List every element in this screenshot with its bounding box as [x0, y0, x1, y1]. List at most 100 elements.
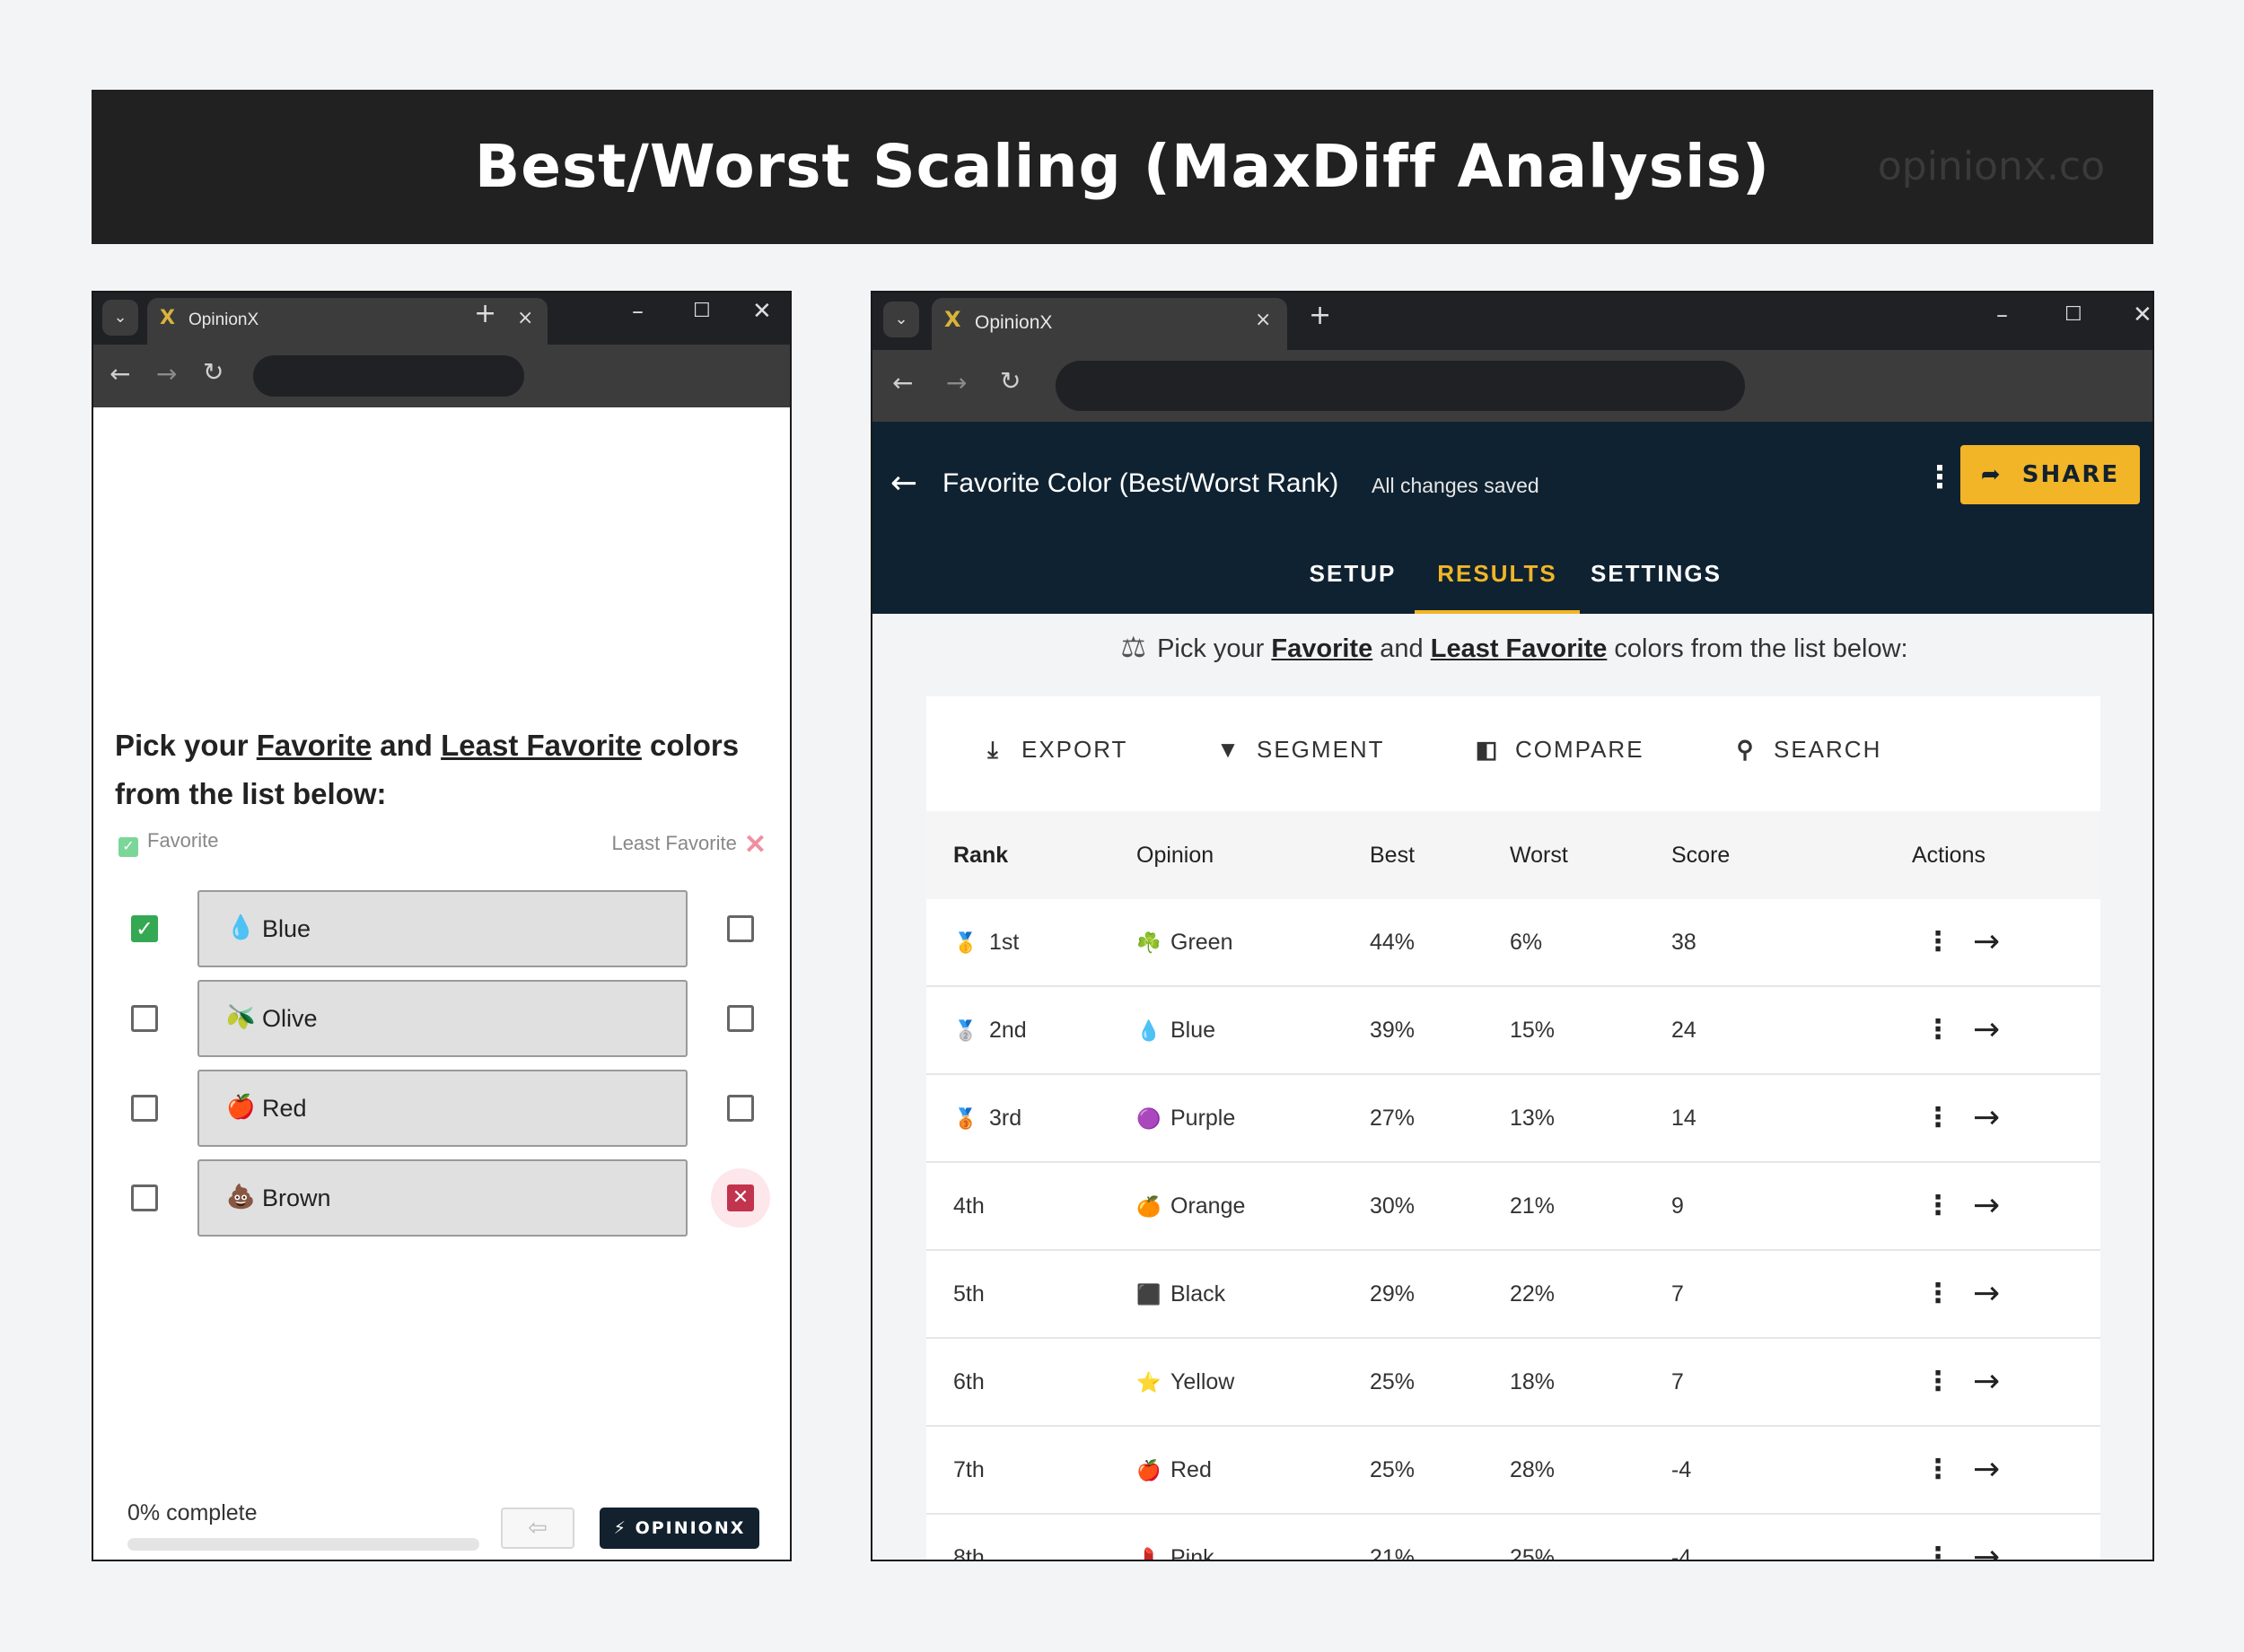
table-row[interactable]: 🥈 2nd 💧 Blue 39% 15% 24 ⋮ →: [926, 987, 2100, 1075]
row-more-options-icon[interactable]: ⋮: [1924, 926, 1951, 957]
row-more-options-icon[interactable]: ⋮: [1924, 1190, 1951, 1221]
address-bar[interactable]: [1056, 361, 1745, 411]
option-button[interactable]: 💩 Brown: [197, 1159, 688, 1237]
favorite-checkbox[interactable]: [131, 1005, 158, 1032]
favorite-checkbox[interactable]: [131, 1095, 158, 1122]
opinionx-brand-button[interactable]: ⚡ OPINIONX: [600, 1508, 759, 1549]
reload-icon[interactable]: ↻: [203, 357, 224, 387]
least-favorite-legend: Least Favorite ✕: [611, 829, 767, 861]
worst-cell: 21%: [1510, 1193, 1556, 1219]
opinion-label: Green: [1170, 930, 1233, 955]
column-header-best[interactable]: Best: [1370, 843, 1416, 868]
row-more-options-icon[interactable]: ⋮: [1924, 1102, 1951, 1133]
option-button[interactable]: 🫒 Olive: [197, 980, 688, 1057]
app-header: ← Favorite Color (Best/Worst Rank) All c…: [872, 422, 2152, 614]
tab-title: OpinionX: [188, 310, 259, 329]
close-window-button[interactable]: ✕: [2133, 302, 2152, 328]
compare-label: COMPARE: [1515, 736, 1644, 763]
row-open-arrow-icon[interactable]: →: [1973, 1187, 2001, 1224]
close-window-button[interactable]: ✕: [752, 298, 772, 325]
column-header-score[interactable]: Score: [1671, 843, 1731, 868]
close-tab-icon[interactable]: ×: [1255, 309, 1272, 331]
column-header-worst[interactable]: Worst: [1510, 843, 1568, 868]
tab-strip: ⌄ X OpinionX × + – ☐ ✕: [93, 293, 790, 345]
table-row[interactable]: 8th 💄 Pink 21% 25% -4 ⋮ →: [926, 1515, 2100, 1561]
favorite-checkbox[interactable]: ✓: [131, 915, 158, 942]
worst-cell: 18%: [1510, 1369, 1556, 1394]
row-open-arrow-icon[interactable]: →: [1973, 1275, 2001, 1312]
table-row[interactable]: 5th ⬛ Black 29% 22% 7 ⋮ →: [926, 1251, 2100, 1339]
option-row: 🫒 Olive: [93, 978, 790, 1059]
export-button[interactable]: ⤓ EXPORT: [980, 736, 1127, 765]
new-tab-button[interactable]: +: [474, 298, 497, 329]
minimize-button[interactable]: –: [1996, 302, 2008, 328]
tab-search-button[interactable]: ⌄: [883, 302, 919, 337]
row-more-options-icon[interactable]: ⋮: [1924, 1014, 1951, 1045]
column-header-actions: Actions: [1912, 843, 1985, 868]
row-more-options-icon[interactable]: ⋮: [1924, 1454, 1951, 1485]
favorite-legend-label: Favorite: [147, 829, 219, 852]
back-arrow-icon[interactable]: ←: [110, 359, 131, 389]
opinion-icon: 🍎: [1136, 1459, 1161, 1482]
segment-button[interactable]: ▼ SEGMENT: [1215, 736, 1385, 764]
row-more-options-icon[interactable]: ⋮: [1924, 1542, 1951, 1561]
least-favorite-checkbox[interactable]: [727, 1005, 754, 1032]
maximize-button[interactable]: ☐: [2064, 303, 2082, 326]
reload-icon[interactable]: ↻: [1000, 366, 1021, 396]
column-header-rank[interactable]: Rank: [953, 843, 1009, 868]
close-tab-icon[interactable]: ×: [517, 307, 534, 329]
favorite-checkbox[interactable]: [131, 1184, 158, 1211]
tab-results[interactable]: RESULTS: [1415, 553, 1580, 614]
maximize-button[interactable]: ☐: [693, 300, 711, 322]
browser-tab[interactable]: X OpinionX ×: [147, 298, 548, 345]
forward-arrow-icon[interactable]: →: [946, 368, 968, 398]
new-tab-button[interactable]: +: [1309, 300, 1332, 331]
tab-settings[interactable]: SETTINGS: [1590, 560, 1722, 587]
table-row[interactable]: 4th 🍊 Orange 30% 21% 9 ⋮ →: [926, 1163, 2100, 1251]
medal-icon: 🥉: [953, 1107, 978, 1130]
least-favorite-checkbox[interactable]: ✕: [727, 1184, 754, 1211]
table-row[interactable]: 6th ⭐ Yellow 25% 18% 7 ⋮ →: [926, 1339, 2100, 1427]
option-row: 🍎 Red: [93, 1068, 790, 1149]
row-open-arrow-icon[interactable]: →: [1973, 1099, 2001, 1136]
option-button[interactable]: 🍎 Red: [197, 1070, 688, 1147]
option-button[interactable]: 💧 Blue: [197, 890, 688, 967]
row-open-arrow-icon[interactable]: →: [1973, 1451, 2001, 1488]
compare-button[interactable]: ◧ COMPARE: [1474, 736, 1644, 764]
least-favorite-checkbox[interactable]: [727, 915, 754, 942]
row-open-arrow-icon[interactable]: →: [1973, 923, 2001, 960]
browser-tab[interactable]: X OpinionX ×: [932, 298, 1287, 350]
score-cell: 38: [1671, 930, 1696, 955]
row-open-arrow-icon[interactable]: →: [1973, 1539, 2001, 1561]
share-arrow-icon: ➦: [1980, 461, 2003, 488]
previous-button[interactable]: ⇦: [501, 1508, 574, 1549]
table-row[interactable]: 🥇 1st ☘️ Green 44% 6% 38 ⋮ →: [926, 899, 2100, 987]
opinion-label: Purple: [1170, 1106, 1236, 1131]
opinion-cell: 🟣 Purple: [1136, 1075, 1235, 1162]
share-button[interactable]: ➦ SHARE: [1960, 445, 2140, 504]
minimize-button[interactable]: –: [632, 298, 644, 325]
row-more-options-icon[interactable]: ⋮: [1924, 1278, 1951, 1309]
search-button[interactable]: ⚲ SEARCH: [1732, 736, 1881, 764]
forward-arrow-icon[interactable]: →: [156, 359, 178, 389]
address-bar[interactable]: [253, 355, 524, 397]
back-arrow-icon[interactable]: ←: [890, 465, 918, 502]
row-open-arrow-icon[interactable]: →: [1973, 1363, 2001, 1400]
table-row[interactable]: 🥉 3rd 🟣 Purple 27% 13% 14 ⋮ →: [926, 1075, 2100, 1163]
tab-setup[interactable]: SETUP: [1309, 560, 1397, 587]
tab-search-button[interactable]: ⌄: [102, 300, 138, 336]
more-options-icon[interactable]: ⋮: [1924, 459, 1955, 495]
browser-toolbar: ← → ↻: [93, 345, 790, 407]
survey-title: Favorite Color (Best/Worst Rank): [942, 468, 1339, 498]
search-label: SEARCH: [1774, 736, 1882, 763]
row-more-options-icon[interactable]: ⋮: [1924, 1366, 1951, 1397]
download-icon: ⤓: [987, 736, 1000, 763]
row-open-arrow-icon[interactable]: →: [1973, 1011, 2001, 1048]
column-header-opinion[interactable]: Opinion: [1136, 843, 1214, 868]
best-cell: 27%: [1370, 1106, 1416, 1131]
least-favorite-checkbox[interactable]: [727, 1095, 754, 1122]
back-arrow-icon[interactable]: ←: [892, 368, 914, 398]
score-cell: 14: [1671, 1106, 1696, 1131]
prompt-suffix: colors from the list below:: [1607, 634, 1908, 663]
table-row[interactable]: 7th 🍎 Red 25% 28% -4 ⋮ →: [926, 1427, 2100, 1515]
